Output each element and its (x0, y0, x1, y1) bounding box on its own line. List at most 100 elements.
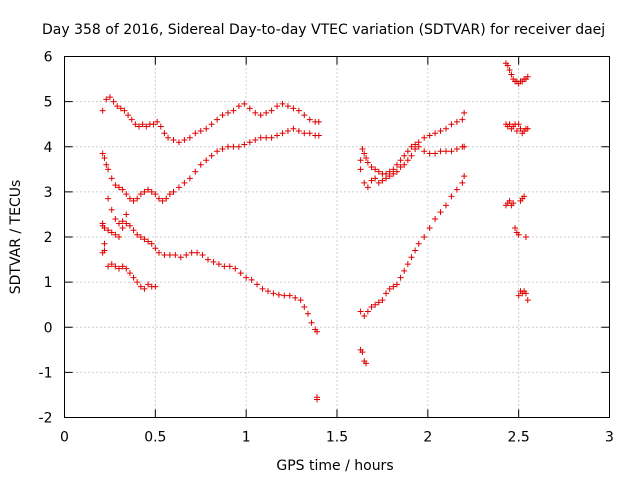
data-point (295, 107, 302, 114)
data-point (459, 179, 466, 186)
data-point (192, 130, 199, 137)
data-point (408, 152, 415, 159)
data-point (361, 150, 368, 157)
x-tick-label: 3 (605, 430, 614, 446)
data-point (152, 283, 159, 290)
data-point (364, 159, 371, 166)
data-point (128, 116, 135, 123)
data-point (524, 125, 531, 132)
data-point (126, 222, 133, 229)
data-point (401, 267, 408, 274)
data-point (408, 254, 415, 261)
data-point (426, 132, 433, 139)
data-point (108, 229, 115, 236)
data-point (421, 134, 428, 141)
data-point (101, 224, 108, 231)
data-point (145, 238, 152, 245)
data-point (397, 274, 404, 281)
data-point (230, 143, 237, 150)
data-point (123, 220, 130, 227)
data-point (241, 141, 248, 148)
data-point (137, 191, 144, 198)
data-point (401, 161, 408, 168)
data-point (453, 118, 460, 125)
data-point (208, 152, 215, 159)
data-point (119, 186, 126, 193)
data-point (241, 100, 248, 107)
data-point (364, 184, 371, 191)
data-point (203, 157, 210, 164)
x-tick-label: 2.5 (508, 430, 530, 446)
data-point (368, 177, 375, 184)
data-point (397, 164, 404, 171)
data-point (314, 396, 321, 403)
data-point (290, 125, 297, 132)
data-point (437, 127, 444, 134)
data-point (368, 303, 375, 310)
data-point (524, 73, 531, 80)
data-point (397, 157, 404, 164)
data-point (448, 193, 455, 200)
data-point (364, 308, 371, 315)
data-point (279, 130, 286, 137)
data-point (235, 143, 242, 150)
data-point (379, 297, 386, 304)
data-point (103, 161, 110, 168)
data-point (101, 155, 108, 162)
data-point (105, 195, 112, 202)
data-point (181, 136, 188, 143)
data-point (461, 173, 468, 180)
data-point (214, 116, 221, 123)
data-point (116, 220, 122, 227)
y-tick-label: 2 (44, 230, 53, 246)
data-point (130, 197, 137, 204)
data-point (175, 139, 182, 146)
data-point (108, 206, 115, 213)
data-point (163, 195, 170, 202)
data-point (404, 261, 411, 268)
data-point (363, 360, 370, 367)
data-point (137, 283, 144, 290)
data-point (504, 62, 511, 69)
data-point (361, 179, 368, 186)
data-point (415, 240, 422, 247)
data-point (404, 148, 411, 155)
data-point (232, 265, 239, 272)
data-point (148, 188, 155, 195)
data-points (99, 60, 531, 403)
data-point (166, 191, 173, 198)
data-point (274, 132, 281, 139)
data-point (286, 292, 293, 299)
data-point (372, 301, 379, 308)
series-trace-a-top (99, 94, 322, 146)
data-point (170, 136, 177, 143)
data-point (315, 118, 322, 125)
y-tick-label: 4 (44, 140, 53, 156)
data-point (421, 234, 428, 240)
data-point (183, 252, 190, 259)
data-point (117, 105, 124, 112)
data-point (119, 218, 126, 225)
data-point (301, 112, 308, 119)
series-trace-b (99, 125, 322, 204)
data-point (219, 146, 226, 153)
series-trace-d (99, 247, 159, 292)
data-point (412, 247, 419, 254)
data-point (359, 349, 366, 356)
data-point (148, 240, 155, 247)
y-tick-label: 6 (44, 50, 53, 66)
data-point (301, 303, 308, 310)
data-point (361, 312, 368, 319)
data-point (281, 292, 288, 299)
data-point (393, 281, 400, 288)
data-point (161, 130, 168, 137)
x-tick-label: 1 (242, 430, 251, 446)
data-point (379, 177, 386, 184)
y-tick-label: 3 (44, 185, 53, 201)
data-point (135, 123, 142, 130)
data-point (275, 291, 282, 298)
data-point (506, 121, 513, 128)
x-axis-label: GPS time / hours (276, 458, 393, 474)
data-point (161, 252, 168, 259)
